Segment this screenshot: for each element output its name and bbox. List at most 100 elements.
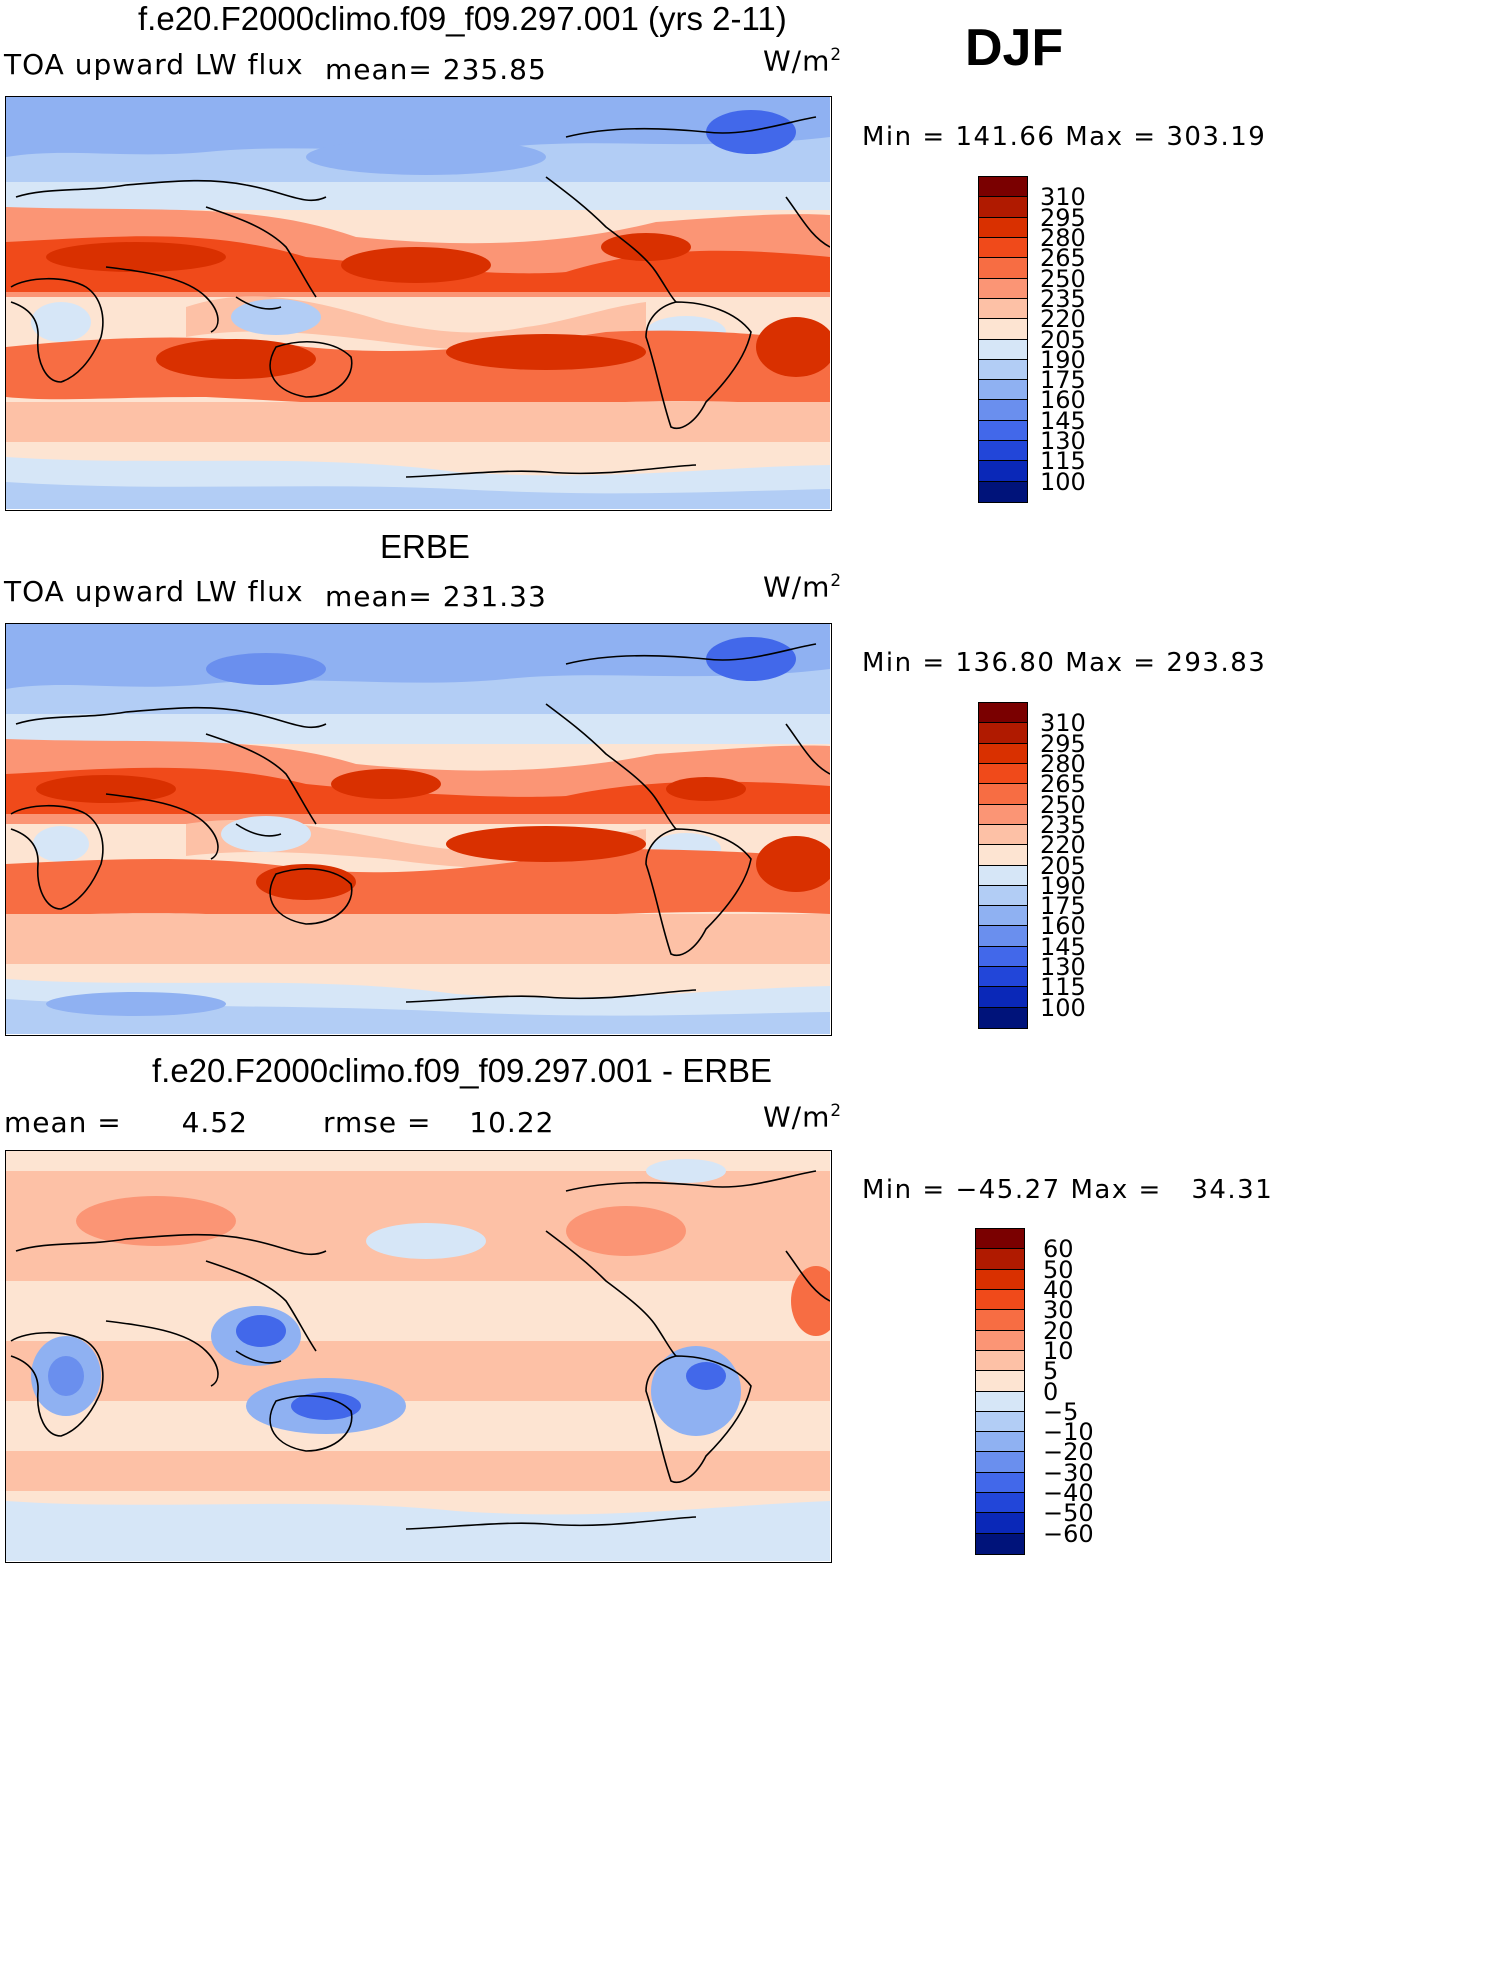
min-value: 136.80 bbox=[955, 648, 1056, 678]
colorbar-tick-label: 20 bbox=[1043, 1316, 1074, 1345]
mean-value: 4.52 bbox=[181, 1106, 248, 1139]
field-siberia bbox=[206, 653, 326, 685]
colorbar-swatch bbox=[979, 784, 1027, 805]
field-satl-max bbox=[756, 317, 830, 377]
field-spac-max bbox=[446, 826, 646, 862]
colorbar-tick-label: 30 bbox=[1043, 1296, 1074, 1325]
field-sh-mid bbox=[6, 914, 830, 964]
field-sindian-max bbox=[156, 339, 316, 379]
colorbar-tick-label: 220 bbox=[1040, 831, 1086, 860]
max-value: 34.31 bbox=[1191, 1175, 1274, 1205]
mean-label: mean = bbox=[4, 1106, 122, 1139]
map-obs-field bbox=[6, 624, 830, 1034]
colorbar-swatch bbox=[979, 845, 1027, 866]
colorbar-swatch bbox=[979, 824, 1027, 846]
colorbar-tick-label: 60 bbox=[1043, 1235, 1074, 1264]
field-samerica-deep bbox=[686, 1362, 726, 1390]
colorbar-swatch bbox=[976, 1350, 1024, 1372]
panel-model-mean: mean= 235.85 bbox=[325, 53, 547, 86]
max-value: 303.19 bbox=[1166, 122, 1267, 152]
min-value: −45.27 bbox=[955, 1175, 1061, 1205]
colorbar-swatch bbox=[979, 359, 1027, 381]
colorbar-diff-ticks: 60 50 40 30 20 10 5 0 −5 −10 −20 −30 −40 −50 −60 bbox=[1043, 1228, 1123, 1555]
colorbar-tick-label: 115 bbox=[1040, 973, 1086, 1002]
panel-obs-variable: TOA upward LW flux bbox=[4, 575, 304, 608]
colorbar-swatch bbox=[976, 1371, 1024, 1392]
field-nh-cold bbox=[306, 139, 546, 175]
colorbar-swatch bbox=[976, 1391, 1024, 1412]
colorbar-tick-label: 250 bbox=[1040, 790, 1086, 819]
panel-model-units: W/m2 bbox=[763, 44, 842, 77]
colorbar-swatch bbox=[979, 278, 1027, 299]
field-npac-max bbox=[341, 247, 491, 283]
colorbar-swatch bbox=[976, 1289, 1024, 1311]
units-exponent: 2 bbox=[830, 570, 843, 590]
field-africa-deep bbox=[48, 1356, 84, 1396]
colorbar-tick-label: 250 bbox=[1040, 264, 1086, 293]
colorbar-swatch bbox=[979, 420, 1027, 442]
colorbar-swatch bbox=[979, 723, 1027, 744]
units-text: W/m bbox=[763, 1100, 831, 1134]
units-exponent: 2 bbox=[830, 1100, 843, 1120]
colorbar-tick-label: 145 bbox=[1040, 406, 1086, 435]
colorbar-tick-label: 220 bbox=[1040, 305, 1086, 334]
field-namerica-positive bbox=[566, 1206, 686, 1256]
colorbar-tick-label: 0 bbox=[1043, 1377, 1059, 1406]
panel-model-minmax: Min = 141.66 Max = 303.19 bbox=[862, 122, 1267, 152]
colorbar-swatch bbox=[979, 197, 1027, 218]
colorbar-tick-label: 175 bbox=[1040, 892, 1086, 921]
field-australia-deep bbox=[291, 1392, 361, 1420]
field-nh-mid bbox=[6, 182, 830, 210]
colorbar-tick-label: 10 bbox=[1043, 1336, 1074, 1365]
field-sahara-max bbox=[46, 242, 226, 272]
field-antarctica-deep bbox=[46, 992, 226, 1016]
field-sh-positive bbox=[6, 1451, 830, 1491]
field-nh-mid bbox=[6, 714, 830, 744]
max-value: 293.83 bbox=[1166, 648, 1267, 678]
colorbar-swatch bbox=[979, 743, 1027, 764]
colorbar-swatch bbox=[979, 804, 1027, 825]
colorbar-swatch bbox=[979, 380, 1027, 401]
mean-label: mean= bbox=[325, 580, 433, 613]
map-model-field bbox=[6, 97, 830, 509]
colorbar-tick-label: −20 bbox=[1043, 1438, 1094, 1467]
field-npac-max bbox=[331, 769, 441, 799]
colorbar-tick-label: −5 bbox=[1043, 1397, 1079, 1426]
colorbar-tick-label: −60 bbox=[1043, 1519, 1094, 1548]
panel-model-variable: TOA upward LW flux bbox=[4, 48, 304, 81]
colorbar-tick-label: 160 bbox=[1040, 386, 1086, 415]
colorbar-swatch bbox=[979, 926, 1027, 947]
map-panel-model bbox=[5, 96, 832, 511]
max-label: Max bbox=[1070, 1175, 1129, 1205]
colorbar-obs bbox=[978, 702, 1028, 1029]
panel-obs-minmax: Min = 136.80 Max = 293.83 bbox=[862, 648, 1267, 678]
colorbar-swatch bbox=[976, 1513, 1024, 1534]
colorbar-swatch bbox=[976, 1249, 1024, 1270]
panel-obs-mean: mean= 231.33 bbox=[325, 580, 547, 613]
field-greenland bbox=[706, 110, 796, 154]
rmse-value: 10.22 bbox=[469, 1106, 555, 1139]
panel-diff-units: W/m2 bbox=[763, 1100, 842, 1133]
colorbar-model-ticks: 310 295 280 265 250 235 220 205 190 175 160 145 130 1… bbox=[1040, 176, 1120, 503]
panel-obs-title: ERBE bbox=[380, 528, 470, 565]
field-sh-mid bbox=[6, 402, 830, 442]
colorbar-tick-label: 5 bbox=[1043, 1357, 1059, 1386]
colorbar-tick-label: 145 bbox=[1040, 932, 1086, 961]
colorbar-tick-label: 40 bbox=[1043, 1275, 1074, 1304]
rmse-label: rmse = bbox=[323, 1106, 432, 1139]
colorbar-swatch bbox=[979, 885, 1027, 907]
colorbar-swatch bbox=[976, 1493, 1024, 1514]
panel-diff-title: f.e20.F2000climo.f09_f09.297.001 - ERBE bbox=[152, 1052, 773, 1089]
field-samerica-negative bbox=[651, 1346, 741, 1436]
field-sahara-max bbox=[36, 775, 176, 803]
field-maritime-continent bbox=[231, 299, 321, 335]
colorbar-swatch bbox=[976, 1269, 1024, 1290]
max-label: Max bbox=[1065, 122, 1124, 152]
field-congo bbox=[33, 826, 89, 862]
field-atlantic-positive bbox=[791, 1266, 830, 1336]
colorbar-tick-label: 100 bbox=[1040, 467, 1086, 496]
field-npac-negative bbox=[366, 1223, 486, 1259]
colorbar-tick-label: 265 bbox=[1040, 244, 1086, 273]
map-diff-field bbox=[6, 1151, 830, 1561]
colorbar-tick-label: 280 bbox=[1040, 223, 1086, 252]
